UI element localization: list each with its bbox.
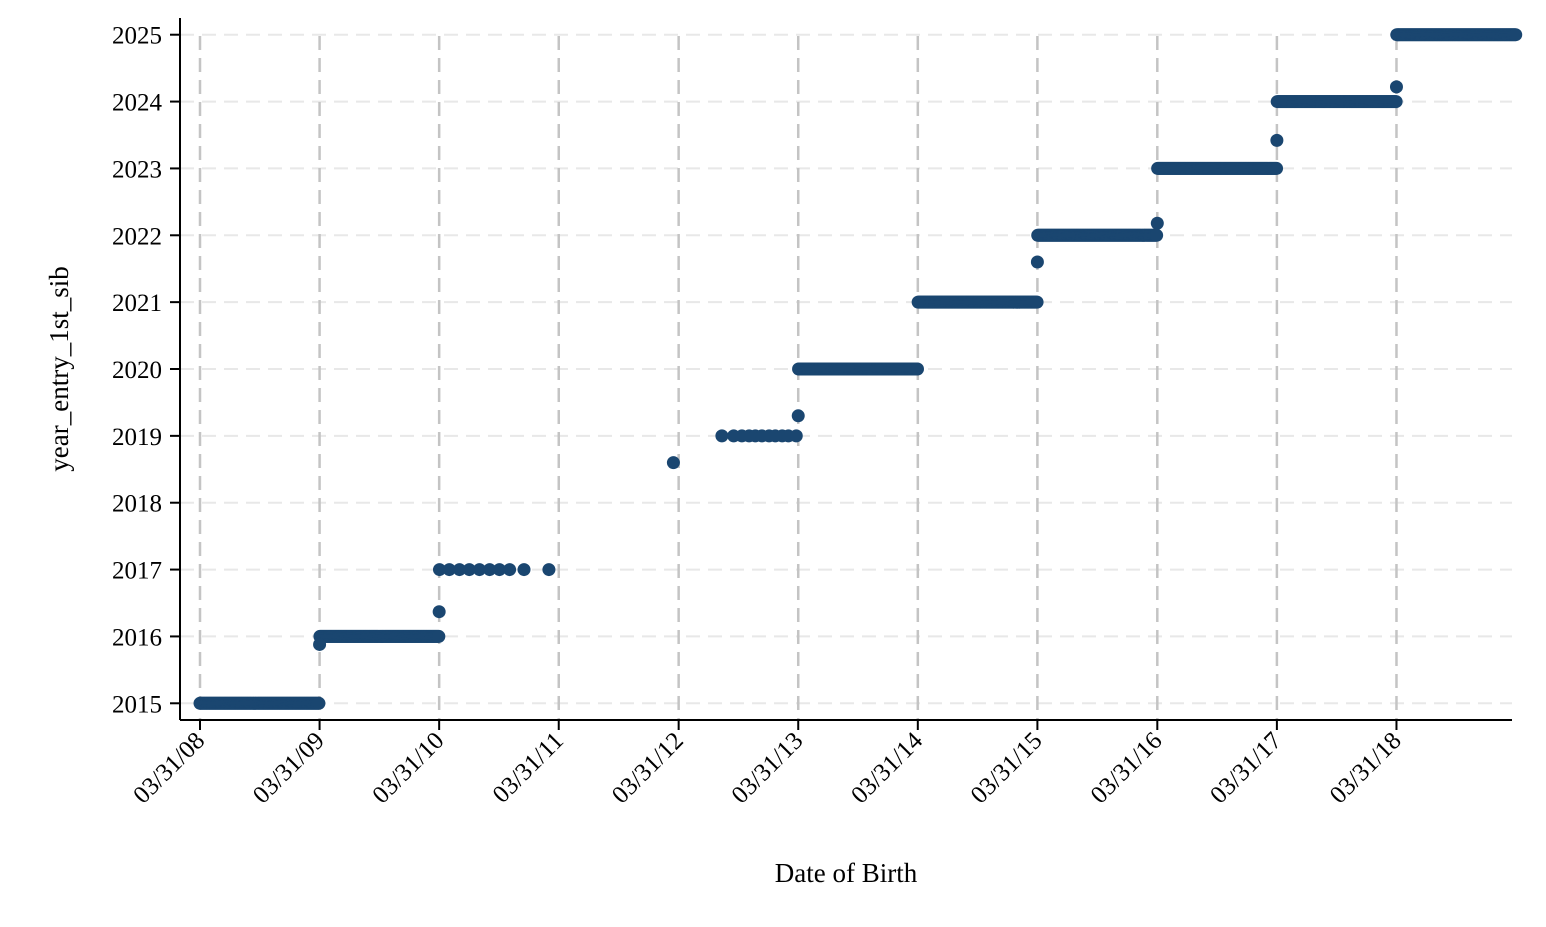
data-point <box>503 563 517 577</box>
x-tick-label: 03/31/11 <box>488 727 569 808</box>
data-point <box>432 563 446 577</box>
data-point <box>462 563 476 577</box>
x-tick-label: 03/31/14 <box>846 727 928 809</box>
data-point <box>791 409 805 423</box>
data-point <box>1150 228 1164 242</box>
y-tick-label: 2019 <box>112 424 162 451</box>
data-point <box>452 563 466 577</box>
data-point <box>715 429 729 443</box>
y-tick-label: 2025 <box>112 23 162 50</box>
x-tick-label: 03/31/13 <box>727 727 809 809</box>
data-point <box>1150 216 1164 230</box>
y-tick-label: 2018 <box>112 491 162 518</box>
data-point <box>312 696 326 710</box>
data-point <box>1270 161 1284 175</box>
x-tick-label: 03/31/18 <box>1325 727 1407 809</box>
y-tick-label: 2020 <box>112 357 162 384</box>
data-point <box>472 563 486 577</box>
y-tick-label: 2015 <box>112 691 162 718</box>
data-point <box>910 362 924 376</box>
x-tick-label: 03/31/15 <box>966 727 1048 809</box>
data-point <box>666 456 680 470</box>
x-tick-label: 03/31/10 <box>367 727 449 809</box>
axes <box>170 18 1512 730</box>
x-tick-label: 03/31/09 <box>248 727 330 809</box>
data-point <box>313 637 327 651</box>
data-point <box>432 605 446 619</box>
x-axis-title: Date of Birth <box>775 858 918 888</box>
grid <box>180 33 1512 720</box>
y-axis-title: year_entry_1st_sib <box>44 266 74 471</box>
tick-labels: 2015 2016 2017 2018 2019 2020 2021 2022 2023 2024… <box>112 23 1407 809</box>
y-tick-label: 2021 <box>112 290 162 317</box>
data-point <box>432 629 446 643</box>
data-point <box>517 563 531 577</box>
data-point <box>1389 80 1403 94</box>
data-points <box>193 28 1523 710</box>
y-tick-label: 2017 <box>112 558 162 585</box>
x-tick-label: 03/31/17 <box>1205 727 1287 809</box>
x-tick-label: 03/31/08 <box>128 727 210 809</box>
data-point <box>1389 95 1403 109</box>
data-point <box>789 429 803 443</box>
data-point <box>1509 28 1523 42</box>
data-point <box>492 563 506 577</box>
x-tick-label: 03/31/12 <box>607 727 689 809</box>
data-point <box>483 563 497 577</box>
data-point <box>1270 133 1284 147</box>
y-tick-label: 2024 <box>112 90 163 117</box>
y-tick-label: 2016 <box>112 624 162 651</box>
x-tick-label: 03/31/16 <box>1086 727 1168 809</box>
data-point <box>1030 255 1044 269</box>
data-point <box>542 563 556 577</box>
y-tick-label: 2022 <box>112 223 162 250</box>
data-point <box>1030 295 1044 309</box>
y-tick-label: 2023 <box>112 156 162 183</box>
data-point <box>442 563 456 577</box>
